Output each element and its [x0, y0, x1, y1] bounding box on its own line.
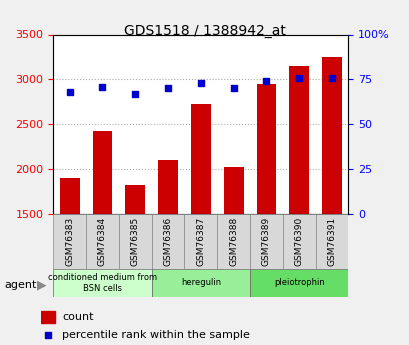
FancyBboxPatch shape: [151, 269, 249, 297]
Bar: [223, 167, 243, 214]
Bar: [191, 105, 210, 214]
Text: GSM76390: GSM76390: [294, 217, 303, 266]
FancyBboxPatch shape: [282, 214, 315, 269]
FancyBboxPatch shape: [151, 214, 184, 269]
Point: [132, 91, 138, 97]
Text: conditioned medium from
BSN cells: conditioned medium from BSN cells: [48, 273, 157, 293]
FancyBboxPatch shape: [86, 214, 119, 269]
Point: [99, 84, 106, 89]
FancyBboxPatch shape: [119, 214, 151, 269]
Text: pleiotrophin: pleiotrophin: [273, 278, 324, 287]
Point: [164, 86, 171, 91]
FancyBboxPatch shape: [315, 214, 348, 269]
Point: [275, 259, 281, 264]
Text: ▶: ▶: [37, 278, 46, 291]
Text: GSM76388: GSM76388: [229, 217, 238, 266]
Bar: [321, 57, 341, 214]
Text: GSM76383: GSM76383: [65, 217, 74, 266]
FancyBboxPatch shape: [53, 269, 151, 297]
Point: [197, 80, 204, 86]
Text: percentile rank within the sample: percentile rank within the sample: [62, 330, 249, 339]
FancyBboxPatch shape: [53, 214, 86, 269]
Bar: [125, 185, 145, 214]
Text: GSM76384: GSM76384: [98, 217, 107, 266]
Text: GSM76387: GSM76387: [196, 217, 205, 266]
FancyBboxPatch shape: [217, 214, 249, 269]
Text: GSM76391: GSM76391: [327, 217, 336, 266]
Bar: [41, 310, 55, 323]
Point: [328, 75, 335, 80]
Point: [295, 75, 302, 80]
Text: heregulin: heregulin: [180, 278, 220, 287]
Bar: [289, 66, 308, 214]
Bar: [92, 131, 112, 214]
Text: GDS1518 / 1388942_at: GDS1518 / 1388942_at: [124, 24, 285, 38]
Text: GSM76389: GSM76389: [261, 217, 270, 266]
Bar: [158, 160, 178, 214]
Text: GSM76386: GSM76386: [163, 217, 172, 266]
Point: [66, 89, 73, 95]
Text: agent: agent: [4, 280, 36, 289]
FancyBboxPatch shape: [249, 269, 348, 297]
FancyBboxPatch shape: [249, 214, 282, 269]
Point: [230, 86, 236, 91]
Text: GSM76385: GSM76385: [130, 217, 139, 266]
FancyBboxPatch shape: [184, 214, 217, 269]
Text: count: count: [62, 312, 93, 322]
Bar: [60, 178, 79, 214]
Bar: [256, 84, 276, 214]
Point: [263, 78, 269, 84]
